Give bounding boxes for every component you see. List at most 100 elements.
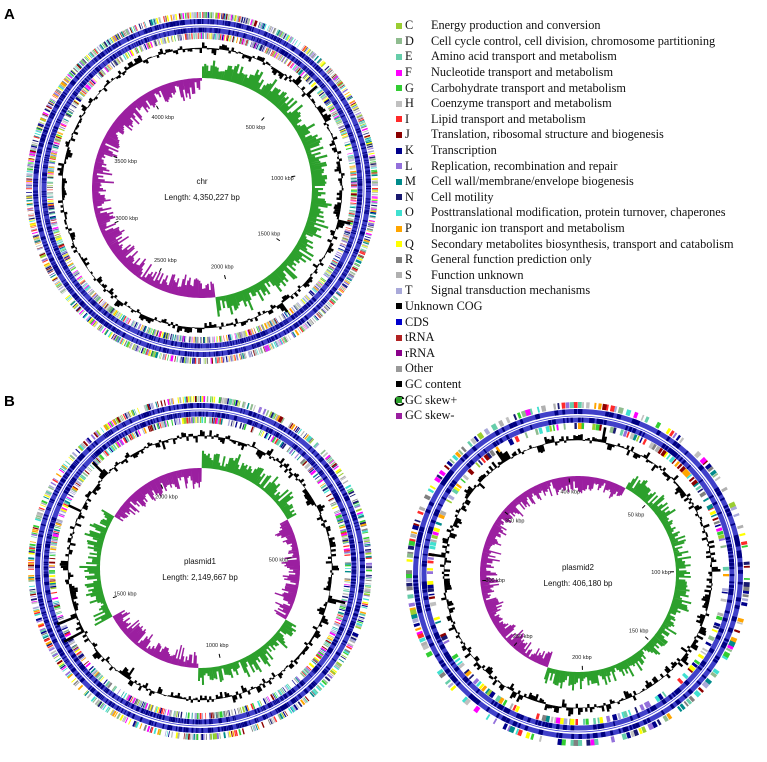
scale-tick-label: 50 kbp xyxy=(628,513,645,519)
legend-item: N Cell motility xyxy=(396,190,764,206)
legend-label: GC skew+ xyxy=(405,392,458,407)
legend-label: Lipid transport and metabolism xyxy=(431,111,586,126)
legend-label: rRNA xyxy=(405,345,436,360)
legend-item: K Transcription xyxy=(396,143,764,159)
scale-tick-label: 2000 kbp xyxy=(211,264,234,270)
scale-tick-label: 1000 kbp xyxy=(206,643,229,649)
legend-label: Posttranslational modification, protein … xyxy=(431,205,726,220)
legend-code: I xyxy=(405,111,410,126)
legend-item: H Coenzyme transport and metabolism xyxy=(396,96,764,112)
legend-item: P Inorganic ion transport and metabolism xyxy=(396,221,764,237)
legend-label: Replication, recombination and repair xyxy=(431,158,618,173)
legend-code: K xyxy=(405,143,414,158)
legend-code: G xyxy=(405,80,414,95)
legend-swatch xyxy=(396,194,402,201)
scale-tick-label: 500 kbp xyxy=(246,125,266,131)
legend-swatch xyxy=(396,38,402,45)
legend-swatch xyxy=(396,209,402,216)
cog-ring-reverse xyxy=(427,423,729,725)
legend-item: D Cell cycle control, cell division, chro… xyxy=(396,34,764,50)
gc-content-track xyxy=(57,42,351,334)
cog-legend: C Energy production and conversion D Cell c… xyxy=(396,18,764,423)
scale-tick-label: 300 kbp xyxy=(485,578,505,584)
legend-code: M xyxy=(405,174,416,189)
gc-skew-track xyxy=(92,60,332,317)
legend-label: Secondary metabolites biosynthesis, tran… xyxy=(431,236,734,251)
legend-label: Other xyxy=(405,361,433,376)
circular-map-chr: 500 kbp 1000 kbp 1500 kbp 2000 kbp 2500 kbp 3… xyxy=(14,2,390,378)
legend-item: M Cell wall/membrane/envelope biogenesis xyxy=(396,174,764,190)
replicon-length: Length: 4,350,227 bp xyxy=(164,193,240,202)
legend-swatch xyxy=(396,350,402,357)
legend-item: Unknown COG xyxy=(396,299,764,315)
legend-swatch xyxy=(396,272,402,279)
legend-item: GC skew+ xyxy=(396,392,764,408)
legend-code: H xyxy=(405,96,414,111)
legend-item: I Lipid transport and metabolism xyxy=(396,112,764,128)
legend-swatch xyxy=(396,100,402,107)
gc-skew-track xyxy=(480,475,692,691)
legend-label: Inorganic ion transport and metabolism xyxy=(431,221,625,236)
legend-item: CDS xyxy=(396,314,764,330)
circular-map-chr-svg: 500 kbp 1000 kbp 1500 kbp 2000 kbp 2500 kbp 3… xyxy=(26,12,379,364)
legend-label: tRNA xyxy=(405,330,435,345)
legend-code: R xyxy=(405,252,414,267)
panel-letter-a: A xyxy=(4,6,15,23)
cog-ring-forward xyxy=(406,402,750,746)
legend-label: GC skew- xyxy=(405,408,455,423)
legend-item: J Translation, ribosomal structure and bi… xyxy=(396,127,764,143)
legend-label: General function prediction only xyxy=(431,252,592,267)
legend-swatch xyxy=(396,147,402,154)
scale-tick-label: 1500 kbp xyxy=(114,592,137,598)
legend-swatch xyxy=(396,319,402,326)
legend-label: GC content xyxy=(405,376,462,391)
legend-item: C Energy production and conversion xyxy=(396,18,764,34)
scale-tick-label: 150 kbp xyxy=(629,629,649,635)
legend-swatch xyxy=(396,69,402,76)
legend-label: Carbohydrate transport and metabolism xyxy=(431,80,626,95)
scale-tick-label: 1500 kbp xyxy=(258,232,281,238)
scale-tick-label: 250 kbp xyxy=(513,634,533,640)
scale-ticks: 50 kbp 100 kbp 150 kbp 200 kbp 250 kbp 300 kb… xyxy=(482,478,674,670)
legend-code: C xyxy=(405,18,414,33)
legend-swatch xyxy=(396,256,402,263)
legend-label: Signal transduction mechanisms xyxy=(431,283,591,298)
cog-ring-forward xyxy=(26,12,379,364)
circular-map-plasmid2: 50 kbp 100 kbp 150 kbp 200 kbp 250 kbp 300 kb… xyxy=(396,384,764,756)
legend-swatch xyxy=(396,163,402,170)
legend-item: tRNA xyxy=(396,330,764,346)
legend-swatch xyxy=(396,225,402,232)
legend-swatch xyxy=(396,22,402,29)
legend-item: G Carbohydrate transport and metabolism xyxy=(396,80,764,96)
legend-label: Unknown COG xyxy=(405,298,483,313)
legend-code: T xyxy=(405,283,413,298)
legend-swatch xyxy=(396,303,402,310)
legend-swatch xyxy=(396,397,402,404)
scale-ticks: 500 kbp 1000 kbp 1500 kbp 2000 kbp 2500 kbp 3… xyxy=(113,105,296,280)
legend-label: Function unknown xyxy=(431,267,524,282)
legend-item: GC content xyxy=(396,377,764,393)
circular-map-plasmid1: 500 kbp 1000 kbp 1500 kbp 2000 kbp plasmid1 L… xyxy=(14,384,386,756)
legend-item: E Amino acid transport and metabolism xyxy=(396,49,764,65)
legend-item: O Posttranslational modification, protein… xyxy=(396,205,764,221)
replicon-name: plasmid1 xyxy=(184,557,217,566)
legend-code: Q xyxy=(405,236,414,251)
legend-item: T Signal transduction mechanisms xyxy=(396,283,764,299)
legend-swatch xyxy=(396,241,402,248)
legend-code: S xyxy=(405,267,412,282)
legend-code: L xyxy=(405,158,413,173)
scale-tick-label: 1000 kbp xyxy=(271,176,294,182)
legend-label: Amino acid transport and metabolism xyxy=(431,49,617,64)
legend-label: Cell cycle control, cell division, chrom… xyxy=(431,33,716,48)
legend-label: Translation, ribosomal structure and bio… xyxy=(431,127,664,142)
legend-label: Nucleotide transport and metabolism xyxy=(431,65,614,80)
legend-swatch xyxy=(396,365,402,372)
legend-item: F Nucleotide transport and metabolism xyxy=(396,65,764,81)
replicon-length: Length: 2,149,667 bp xyxy=(162,573,238,582)
legend-item: S Function unknown xyxy=(396,268,764,284)
legend-code: P xyxy=(405,221,412,236)
legend-item: rRNA xyxy=(396,345,764,361)
replicon-name: plasmid2 xyxy=(562,563,595,572)
legend-label: Coenzyme transport and metabolism xyxy=(431,96,612,111)
legend-swatch xyxy=(396,178,402,185)
